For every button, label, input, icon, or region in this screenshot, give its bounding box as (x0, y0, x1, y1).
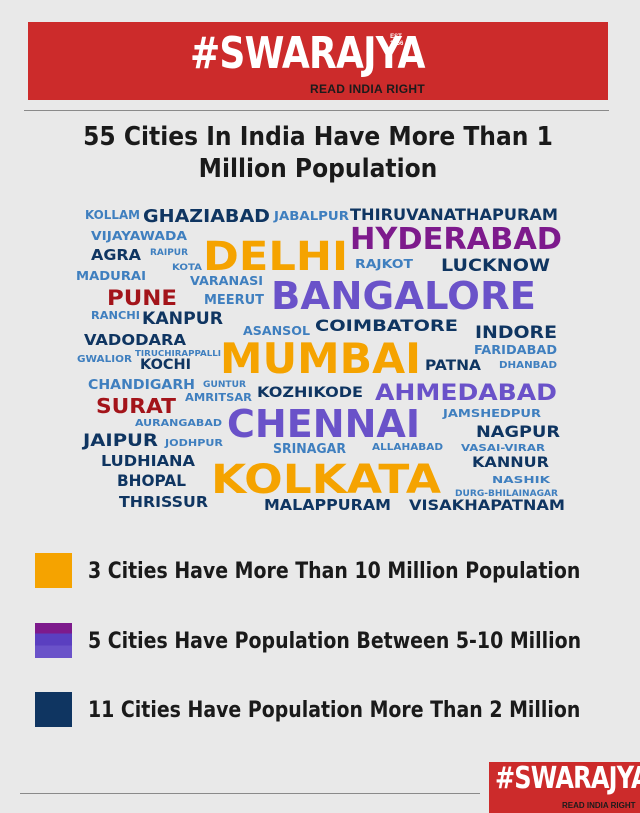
city-label-meerut: MEERUT (204, 293, 264, 308)
city-label-lucknow: LUCKNOW (441, 256, 550, 276)
city-label-coimbatore: COIMBATORE (315, 316, 458, 335)
city-label-allahabad: ALLAHABAD (372, 442, 443, 453)
city-label-kolkata: KOLKATA (211, 457, 441, 503)
city-label-pune: PUNE (107, 286, 177, 310)
city-label-aurangabad: AURANGABAD (135, 418, 222, 429)
footer-logo: #SWARAJYA READ INDIA RIGHT (489, 762, 640, 813)
legend-text-over-10m: 3 Cities Have More Than 10 Million Popul… (88, 559, 581, 584)
city-label-hyderabad: HYDERABAD (350, 222, 562, 257)
city-label-tiruchirappalli: TIRUCHIRAPPALLI (135, 349, 221, 358)
city-label-ahmedabad: AHMEDABAD (375, 381, 557, 406)
legend-swatch-over-2m (35, 692, 72, 727)
city-label-visakhapatnam: VISAKHAPATNAM (409, 498, 565, 514)
footer-tagline: READ INDIA RIGHT (562, 801, 636, 810)
city-label-ranchi: RANCHI (91, 309, 140, 322)
logo-text: #SWARAJYA (190, 28, 425, 79)
city-label-kollam: KOLLAM (85, 208, 140, 222)
legend-text-over-2m: 11 Cities Have Population More Than 2 Mi… (88, 698, 581, 723)
city-label-nashik: NASHIK (492, 475, 552, 486)
header-banner: #SWARAJYA EST 1956 READ INDIA RIGHT (28, 22, 608, 100)
city-label-amritsar: AMRITSAR (185, 391, 253, 404)
city-label-jamshedpur: JAMSHEDPUR (442, 407, 542, 420)
city-label-gwalior: GWALIOR (77, 354, 132, 365)
logo-est: EST 1956 (390, 34, 404, 47)
city-label-mumbai: MUMBAI (220, 334, 421, 383)
city-label-vadodara: VADODARA (84, 331, 186, 349)
city-label-ludhiana: LUDHIANA (101, 452, 195, 470)
city-label-rajkot: RAJKOT (355, 257, 414, 271)
city-label-varanasi: VARANASI (190, 274, 263, 288)
footer-logo-text: #SWARAJYA (495, 761, 640, 796)
city-label-asansol: ASANSOL (243, 324, 310, 338)
city-label-durg-bhilainagar: DURG-BHILAINAGAR (455, 489, 558, 499)
city-label-delhi: DELHI (203, 234, 348, 280)
city-label-kannur: KANNUR (472, 455, 549, 471)
city-label-kota: KOTA (172, 263, 202, 273)
divider-bottom (20, 793, 480, 794)
city-label-guntur: GUNTUR (203, 380, 246, 390)
city-label-kozhikode: KOZHIKODE (257, 385, 363, 401)
city-label-madurai: MADURAI (76, 269, 146, 283)
city-label-jaipur: JAIPUR (82, 431, 158, 451)
city-label-thrissur: THRISSUR (119, 493, 208, 511)
city-label-chennai: CHENNAI (227, 402, 420, 446)
city-label-surat: SURAT (96, 394, 176, 418)
city-label-raipur: RAIPUR (150, 248, 188, 258)
legend-text-5-10m: 5 Cities Have Population Between 5-10 Mi… (88, 629, 582, 654)
city-label-vijayawada: VIJAYAWADA (91, 229, 188, 243)
city-label-ghaziabad: GHAZIABAD (143, 206, 270, 227)
city-label-srinagar: SRINAGAR (273, 442, 346, 457)
city-label-malappuram: MALAPPURAM (264, 496, 391, 514)
divider-top (24, 110, 609, 111)
city-label-chandigarh: CHANDIGARH (88, 378, 195, 393)
city-label-thiruvanathapuram: THIRUVANATHAPURAM (350, 205, 558, 224)
city-label-nagpur: NAGPUR (476, 422, 560, 441)
city-label-jodhpur: JODHPUR (164, 438, 223, 449)
city-label-patna: PATNA (425, 358, 481, 374)
city-label-dhanbad: DHANBAD (499, 360, 557, 371)
logo-tagline: READ INDIA RIGHT (310, 82, 426, 96)
legend-swatch-over-10m (35, 553, 72, 588)
page-title: 55 Cities In India Have More Than 1 Mill… (83, 122, 553, 184)
city-label-jabalpur: JABALPUR (273, 209, 349, 223)
legend-swatch-5-10m (35, 623, 72, 658)
city-label-faridabad: FARIDABAD (474, 343, 557, 357)
city-label-bhopal: BHOPAL (117, 471, 186, 490)
city-label-indore: INDORE (475, 323, 557, 343)
city-label-bangalore: BANGALORE (271, 274, 536, 318)
city-label-kochi: KOCHI (140, 357, 191, 373)
city-label-kanpur: KANPUR (142, 309, 223, 329)
city-label-vasai-virar: VASAI-VIRAR (461, 443, 545, 454)
city-label-agra: AGRA (91, 246, 141, 264)
